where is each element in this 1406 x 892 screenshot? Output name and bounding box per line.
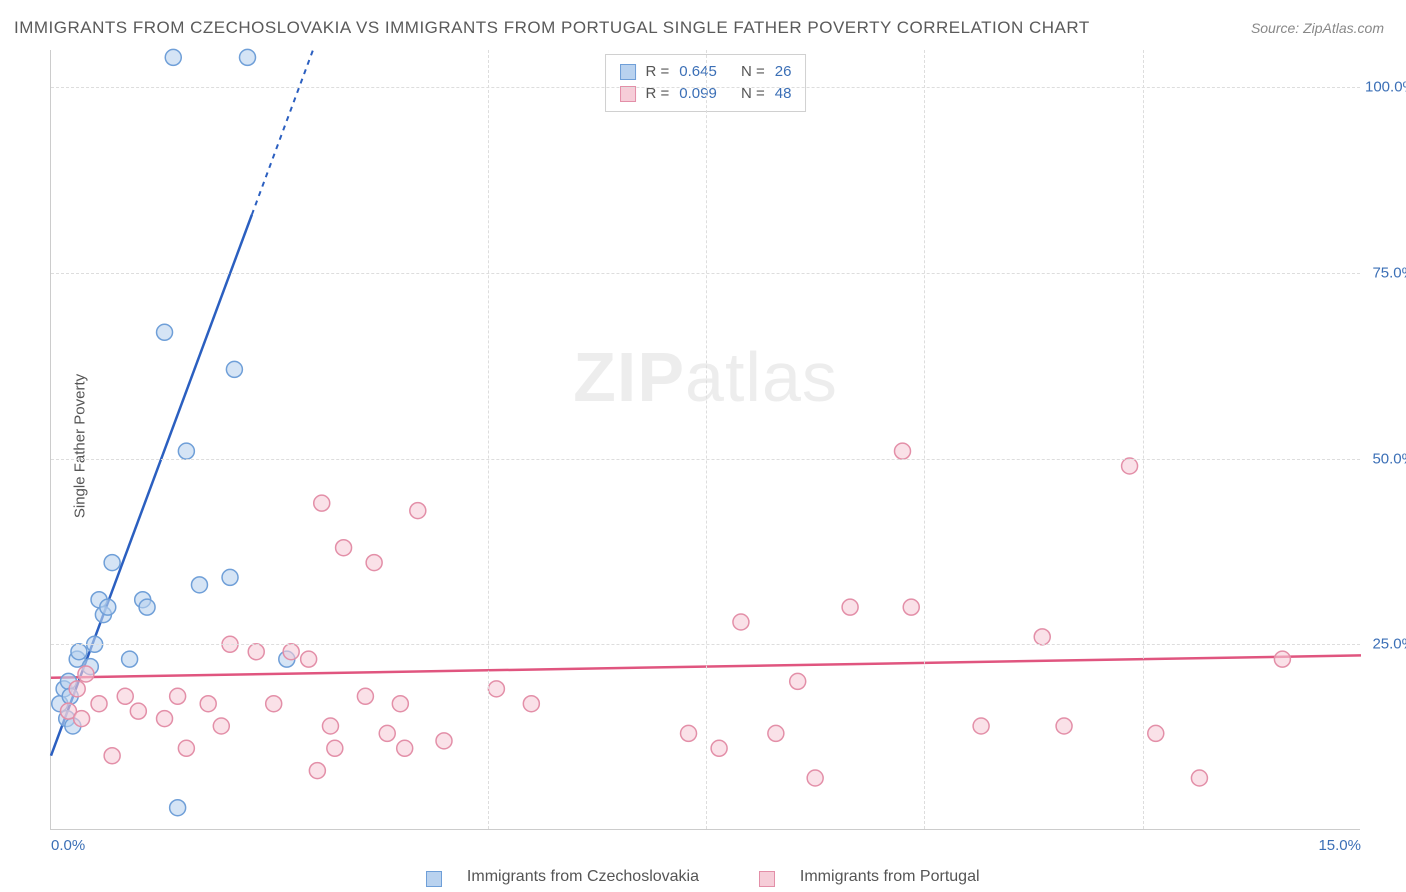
source-label: Source: ZipAtlas.com — [1251, 20, 1384, 36]
data-point — [170, 688, 186, 704]
data-point — [222, 569, 238, 585]
data-point — [71, 644, 87, 660]
data-point — [78, 666, 94, 682]
data-point — [122, 651, 138, 667]
data-point — [807, 770, 823, 786]
y-tick-label: 75.0% — [1365, 264, 1406, 281]
swatch-icon — [426, 871, 442, 887]
gridline-vertical — [706, 50, 707, 829]
gridline-vertical — [1143, 50, 1144, 829]
data-point — [711, 740, 727, 756]
data-point — [488, 681, 504, 697]
data-point — [157, 324, 173, 340]
data-point — [200, 696, 216, 712]
data-point — [139, 599, 155, 615]
data-point — [178, 740, 194, 756]
data-point — [130, 703, 146, 719]
data-point — [336, 540, 352, 556]
data-point — [309, 763, 325, 779]
data-point — [91, 696, 107, 712]
data-point — [266, 696, 282, 712]
data-point — [178, 443, 194, 459]
x-tick-label: 0.0% — [51, 837, 85, 854]
data-point — [392, 696, 408, 712]
data-point — [170, 800, 186, 816]
data-point — [74, 711, 90, 727]
data-point — [397, 740, 413, 756]
data-point — [69, 681, 85, 697]
data-point — [191, 577, 207, 593]
swatch-icon — [759, 871, 775, 887]
x-tick-label: 15.0% — [1318, 837, 1361, 854]
data-point — [283, 644, 299, 660]
data-point — [1274, 651, 1290, 667]
data-point — [357, 688, 373, 704]
data-point — [410, 503, 426, 519]
data-point — [903, 599, 919, 615]
data-point — [1191, 770, 1207, 786]
data-point — [100, 599, 116, 615]
chart-title: IMMIGRANTS FROM CZECHOSLOVAKIA VS IMMIGR… — [14, 18, 1090, 38]
data-point — [1034, 629, 1050, 645]
data-point — [240, 49, 256, 65]
data-point — [165, 49, 181, 65]
data-point — [681, 725, 697, 741]
data-point — [436, 733, 452, 749]
y-tick-label: 25.0% — [1365, 636, 1406, 653]
data-point — [1056, 718, 1072, 734]
series-legend: Immigrants from Czechoslovakia Immigrant… — [0, 868, 1406, 886]
data-point — [213, 718, 229, 734]
data-point — [117, 688, 133, 704]
data-point — [322, 718, 338, 734]
y-tick-label: 100.0% — [1365, 79, 1406, 96]
data-point — [1148, 725, 1164, 741]
data-point — [523, 696, 539, 712]
data-point — [366, 555, 382, 571]
legend-item-series1: Immigrants from Czechoslovakia — [412, 868, 717, 885]
data-point — [226, 361, 242, 377]
data-point — [768, 725, 784, 741]
data-point — [248, 644, 264, 660]
data-point — [327, 740, 343, 756]
data-point — [314, 495, 330, 511]
data-point — [104, 555, 120, 571]
data-point — [379, 725, 395, 741]
data-point — [301, 651, 317, 667]
gridline-vertical — [924, 50, 925, 829]
data-point — [1122, 458, 1138, 474]
legend-item-series2: Immigrants from Portugal — [745, 868, 993, 885]
data-point — [157, 711, 173, 727]
scatter-plot-area: ZIPatlas R = 0.645 N = 26 R = 0.099 N = … — [50, 50, 1360, 830]
data-point — [790, 673, 806, 689]
y-tick-label: 50.0% — [1365, 450, 1406, 467]
data-point — [733, 614, 749, 630]
data-point — [842, 599, 858, 615]
data-point — [104, 748, 120, 764]
data-point — [973, 718, 989, 734]
data-point — [895, 443, 911, 459]
gridline-vertical — [488, 50, 489, 829]
